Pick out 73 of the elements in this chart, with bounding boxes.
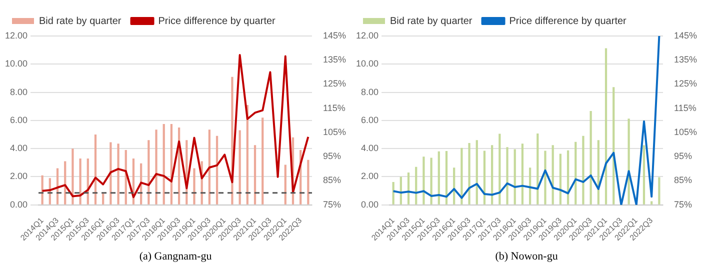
bar	[155, 130, 158, 204]
legend-label: Price difference by quarter	[158, 16, 276, 27]
y2-tick-label: 95%	[674, 151, 692, 162]
y-tick-label: 8.00	[360, 86, 379, 97]
y-tick-label: 10.00	[356, 58, 379, 69]
y2-tick-label: 145%	[322, 30, 346, 40]
legend-label: Bid rate by quarter	[390, 16, 473, 27]
y2-tick-label: 105%	[674, 126, 698, 137]
legend-label: Price difference by quarter	[509, 16, 628, 27]
bar	[604, 48, 608, 204]
y2-tick-label: 115%	[674, 102, 696, 113]
bar	[491, 145, 494, 204]
bar	[559, 154, 562, 204]
bar	[483, 150, 486, 204]
y2-tick-label: 105%	[322, 126, 346, 137]
bar	[438, 151, 440, 204]
y2-tick-label: 85%	[674, 175, 692, 186]
bar	[468, 142, 470, 204]
bar	[238, 130, 241, 204]
bar	[422, 156, 425, 204]
y2-tick-label: 135%	[322, 54, 346, 65]
text: (a) Gangnam-gu	[139, 250, 212, 262]
bar	[642, 145, 646, 204]
y-tick-label: 4.00	[360, 143, 379, 154]
y-tick-label: 12.00	[356, 30, 379, 40]
bar	[430, 158, 432, 204]
legend-label: Bid rate by quarter	[39, 16, 122, 27]
bar	[79, 158, 82, 204]
y-tick-label: 10.00	[4, 58, 28, 69]
bar	[208, 130, 210, 204]
bar	[536, 134, 539, 204]
bar	[254, 145, 256, 204]
y-tick-label: 8.00	[10, 86, 28, 97]
bar	[544, 150, 546, 204]
bar	[262, 118, 264, 204]
bar	[498, 134, 501, 204]
bar	[193, 168, 196, 204]
bar	[162, 124, 165, 204]
bar	[102, 194, 104, 204]
bar	[284, 164, 286, 204]
y2-tick-label: 135%	[674, 54, 698, 65]
y-tick-label: 2.00	[10, 171, 28, 182]
bar	[72, 148, 74, 204]
bar	[628, 118, 630, 204]
y-tick-label: 0.00	[360, 199, 379, 210]
text: (b) Nowon-gu	[495, 250, 558, 262]
y2-tick-label: 75%	[322, 199, 341, 210]
y2-tick-label: 85%	[322, 175, 341, 186]
y2-tick-label: 75%	[674, 199, 692, 210]
bar	[445, 150, 448, 204]
bar	[307, 160, 310, 204]
y-tick-label: 12.00	[4, 30, 28, 40]
bar	[650, 201, 653, 204]
bar	[392, 182, 394, 204]
bar	[506, 147, 508, 204]
bar	[476, 140, 478, 204]
bar	[658, 177, 660, 204]
bar	[216, 136, 218, 204]
y-tick-label: 6.00	[10, 114, 28, 125]
y2-tick-label: 115%	[322, 102, 346, 113]
y2-tick-label: 145%	[674, 30, 698, 40]
bar	[117, 144, 120, 204]
y-tick-label: 0.00	[10, 199, 28, 210]
y2-tick-label: 125%	[674, 78, 698, 89]
y-tick-label: 4.00	[10, 143, 28, 154]
y2-tick-label: 95%	[322, 151, 341, 162]
bar	[521, 144, 524, 204]
bar	[590, 111, 592, 204]
y-tick-label: 2.00	[360, 171, 379, 182]
y-tick-label: 6.00	[360, 114, 379, 125]
bar	[514, 149, 516, 204]
bar	[582, 136, 584, 204]
y2-tick-label: 125%	[322, 78, 346, 89]
